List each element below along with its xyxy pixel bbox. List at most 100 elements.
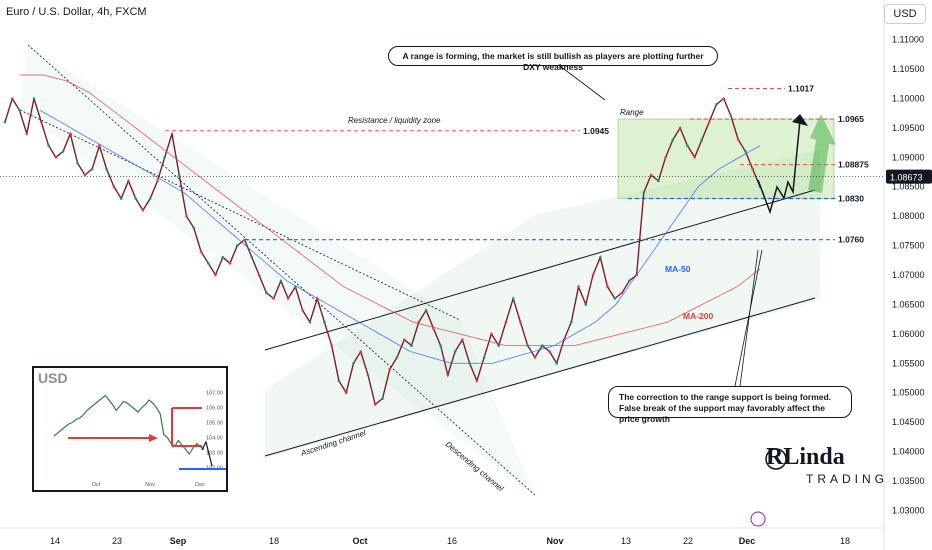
inset-y-label-1: 106.00 <box>206 406 223 412</box>
descending-channel-lower <box>19 109 461 321</box>
forecast-path <box>757 119 801 215</box>
price-point-54 <box>395 356 399 359</box>
price-point-38 <box>279 279 283 283</box>
price-point-95 <box>693 156 696 159</box>
event-icon <box>750 511 766 527</box>
ma200-line <box>20 74 761 347</box>
inset-plot: 107.00106.00105.00104.00103.00102.00OctN… <box>53 391 226 488</box>
resistance-label: Resistance / liquidity zone <box>348 116 441 125</box>
price-point-82 <box>599 255 602 259</box>
logo-main: RLinda <box>766 444 845 470</box>
price-point-53 <box>388 367 392 371</box>
note-bottom-line-2: False break of the support may favorably… <box>619 403 825 424</box>
price-point-68 <box>497 344 501 347</box>
y-tick-label-12: 1.05000 <box>892 388 925 398</box>
price-point-9 <box>69 132 72 136</box>
ma200-label: MA-200 <box>683 311 714 321</box>
price-point-65 <box>475 379 479 383</box>
price-point-96 <box>700 138 704 141</box>
currency-button[interactable]: USD <box>884 4 926 24</box>
y-tick-label-6: 1.08000 <box>892 211 925 221</box>
level-label-4: 1.0830 <box>838 194 864 204</box>
x-tick-label-5: 16 <box>447 536 457 546</box>
price-point-15 <box>112 185 116 188</box>
price-point-70 <box>511 297 515 300</box>
price-point-49 <box>359 350 363 353</box>
inset-y-label-0: 107.00 <box>206 391 223 397</box>
y-tick-label-0: 1.11000 <box>892 35 924 45</box>
y-tick-label-11: 1.05500 <box>892 358 925 368</box>
inset-x-label-1: Nov <box>145 482 155 488</box>
descending-channel-upper <box>27 44 536 496</box>
price-point-50 <box>366 373 370 377</box>
x-tick-label-3: 18 <box>269 536 279 546</box>
chart-title: Euro / U.S. Dollar, 4h, FXCM <box>6 6 147 18</box>
price-point-36 <box>265 291 268 295</box>
price-point-28 <box>207 261 210 265</box>
y-tick-label-9: 1.06500 <box>892 299 925 309</box>
price-point-17 <box>127 179 130 183</box>
price-point-75 <box>548 350 551 353</box>
y-tick-label-8: 1.07000 <box>892 270 925 280</box>
inset-forecast <box>201 440 213 467</box>
price-point-51 <box>373 403 377 406</box>
ascending-channel-lower <box>264 297 816 457</box>
price-point-60 <box>439 344 442 347</box>
price-point-12 <box>90 167 94 171</box>
price-point-35 <box>257 273 261 277</box>
y-tick-label-2: 1.10000 <box>892 93 925 103</box>
logo-sub: TRADING <box>806 472 888 486</box>
ascending-channel-upper <box>264 189 816 351</box>
price-point-24 <box>177 173 181 177</box>
price-point-22 <box>163 156 166 159</box>
current-price-label: 1.08673 <box>890 173 923 183</box>
price-point-27 <box>199 250 203 253</box>
price-point-41 <box>301 309 304 312</box>
range-box <box>617 118 835 200</box>
inset-x-label-0: Oct <box>92 482 101 488</box>
level-label-1: 1.0965 <box>838 114 864 124</box>
price-point-0 <box>3 120 7 124</box>
price-point-37 <box>272 297 275 300</box>
level-label-5: 1.0760 <box>838 235 864 245</box>
y-tick-label-1: 1.10500 <box>892 64 925 74</box>
ma50-label: MA-50 <box>665 264 691 274</box>
price-point-76 <box>555 362 558 365</box>
price-point-4 <box>32 97 36 100</box>
current-price-tag <box>886 169 932 184</box>
price-point-100 <box>729 114 733 118</box>
inset-red-arrowhead <box>149 434 158 442</box>
price-point-57 <box>417 320 421 324</box>
level-label-3: 1.08875 <box>838 160 869 170</box>
price-point-90 <box>657 179 660 183</box>
price-point-98 <box>715 103 718 106</box>
y-tick-label-3: 1.09500 <box>892 123 925 133</box>
inset-x-label-2: Dec <box>195 482 205 488</box>
logo-icon <box>765 448 787 470</box>
price-point-21 <box>156 179 159 183</box>
inset-y-label-4: 103.00 <box>206 451 223 457</box>
price-point-88 <box>642 191 646 194</box>
price-point-93 <box>678 126 682 130</box>
y-tick-label-15: 1.03500 <box>892 476 925 486</box>
price-point-48 <box>352 362 355 365</box>
y-tick-label-16: 1.03000 <box>892 505 925 515</box>
price-point-63 <box>461 338 464 342</box>
price-point-83 <box>606 285 609 289</box>
price-point-2 <box>18 109 21 112</box>
dxy-inset-chart: USD 107.00106.00105.00104.00103.00102.00… <box>32 366 228 492</box>
x-tick-label-9: Dec <box>739 536 756 546</box>
y-tick-label-14: 1.04000 <box>892 447 925 457</box>
price-point-80 <box>584 303 588 306</box>
price-point-85 <box>620 291 624 295</box>
price-point-3 <box>25 132 29 136</box>
note-top: A range is forming, the market is still … <box>388 46 718 72</box>
price-point-10 <box>76 161 79 165</box>
price-point-26 <box>192 226 196 230</box>
price-point-16 <box>119 197 123 200</box>
price-point-81 <box>591 273 595 277</box>
price-point-103 <box>751 167 754 171</box>
price-point-18 <box>134 197 137 200</box>
